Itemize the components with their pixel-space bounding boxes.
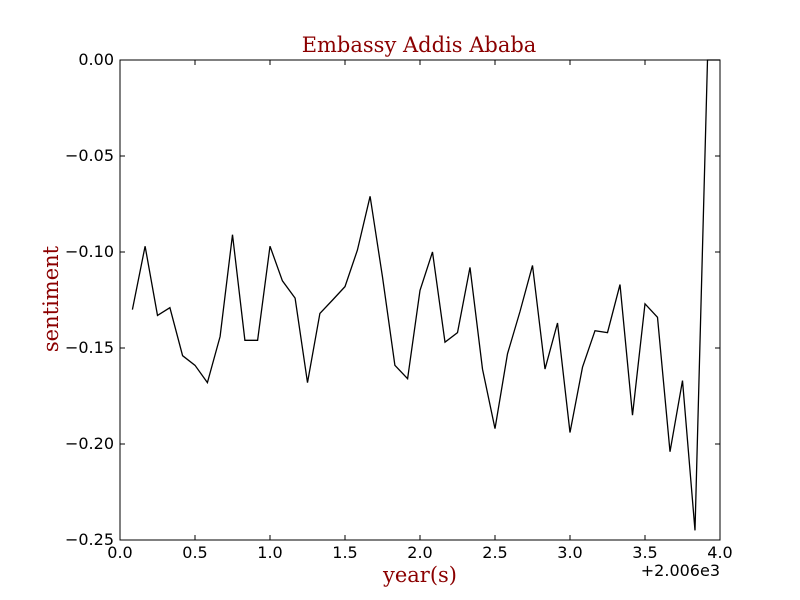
plot-frame	[119, 59, 721, 541]
x-tick-label: 0.5	[182, 543, 207, 562]
y-tick-label: −0.25	[65, 530, 114, 549]
x-tick-label: 0.0	[107, 543, 132, 562]
y-tick-label: −0.15	[65, 338, 114, 357]
y-tick-label: −0.10	[65, 242, 114, 261]
x-tick-label: 4.0	[707, 543, 732, 562]
x-tick-label: 2.5	[482, 543, 507, 562]
x-tick-label: 2.0	[407, 543, 432, 562]
y-axis-label: sentiment	[39, 245, 63, 352]
y-tick-label: −0.20	[65, 434, 114, 453]
series-line	[131, 59, 720, 531]
x-tick-label: 3.0	[557, 543, 582, 562]
plot-area: 0.0 0.5 1.0 1.5 2.0 2.5 3.0 3.5 4.0 0.00 −0.05 −0.1…	[65, 50, 733, 562]
x-tick-label: 1.0	[257, 543, 282, 562]
y-tick-label: −0.05	[65, 146, 114, 165]
x-tick-label: 3.5	[632, 543, 657, 562]
chart-title: Embassy Addis Ababa	[302, 33, 537, 57]
x-axis-label: year(s)	[382, 563, 457, 587]
x-axis-offset-label: +2.006e3	[641, 561, 720, 580]
x-tick-label: 1.5	[332, 543, 357, 562]
y-tick-label: 0.00	[78, 50, 114, 69]
